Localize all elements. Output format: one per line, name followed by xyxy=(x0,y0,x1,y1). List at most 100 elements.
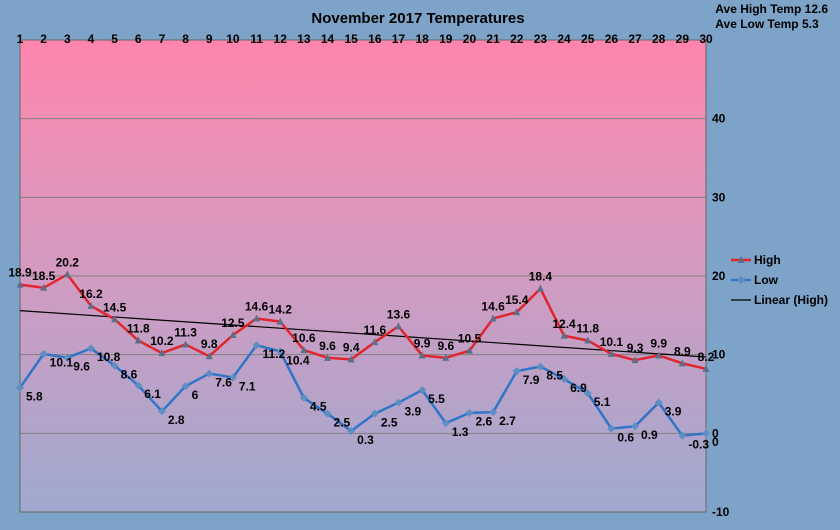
low-data-label: 7.6 xyxy=(215,375,232,389)
high-point xyxy=(655,351,663,359)
low-data-label: 0.3 xyxy=(357,433,374,447)
x-tick-label: 30 xyxy=(699,32,713,46)
low-data-label: 6 xyxy=(192,388,199,402)
trendline-high xyxy=(19,310,707,358)
x-tick-label: 28 xyxy=(652,32,666,46)
high-point xyxy=(276,317,284,325)
high-point xyxy=(229,331,237,338)
high-data-label: 12.4 xyxy=(552,317,576,331)
ave-low-temp: Ave Low Temp 5.3 xyxy=(715,17,819,31)
x-tick-label: 1 xyxy=(17,32,24,46)
high-point xyxy=(182,340,190,348)
low-data-label: 2.8 xyxy=(168,413,185,427)
high-point xyxy=(371,338,379,346)
low-data-label: 5.8 xyxy=(26,390,43,404)
series-line-low xyxy=(18,343,707,437)
x-tick-label: 23 xyxy=(534,32,548,46)
high-data-label: 9.9 xyxy=(414,336,431,350)
low-point xyxy=(394,398,403,407)
low-data-label: 8.6 xyxy=(121,367,138,381)
low-point xyxy=(512,367,521,376)
high-point xyxy=(442,353,450,361)
low-point xyxy=(347,426,356,435)
high-data-label: 10.1 xyxy=(600,335,624,349)
high-data-label: 8.9 xyxy=(674,344,691,358)
legend-label: High xyxy=(754,253,781,267)
legend-label: Low xyxy=(754,273,779,287)
low-data-label: -0.3 xyxy=(688,437,709,451)
low-point xyxy=(86,344,95,353)
low-point xyxy=(323,409,332,418)
high-data-label: 10.5 xyxy=(458,332,482,346)
low-point xyxy=(489,408,498,417)
high-data-label: 14.5 xyxy=(103,300,127,314)
low-data-label: 0 xyxy=(712,435,719,449)
x-tick-label: 25 xyxy=(581,32,595,46)
high-data-label: 14.6 xyxy=(245,299,269,313)
series-line-high xyxy=(19,273,707,371)
x-tick-label: 11 xyxy=(250,32,263,46)
low-point xyxy=(631,422,640,431)
low-point xyxy=(157,407,166,416)
x-tick-label: 3 xyxy=(64,32,71,46)
x-tick-label: 14 xyxy=(321,32,335,46)
y-tick-label: 40 xyxy=(712,112,726,126)
low-point xyxy=(536,362,545,371)
low-point xyxy=(181,382,190,391)
high-point xyxy=(300,345,308,353)
high-point xyxy=(536,284,544,292)
low-point xyxy=(16,383,24,392)
high-data-label: 12.5 xyxy=(221,316,245,330)
low-data-label: 0.6 xyxy=(617,430,634,444)
low-point xyxy=(63,353,72,362)
x-tick-label: 6 xyxy=(135,32,142,46)
low-point xyxy=(560,375,569,384)
x-tick-label: 9 xyxy=(206,32,213,46)
low-data-label: 9.6 xyxy=(73,360,90,374)
low-point xyxy=(39,349,48,358)
high-data-label: 16.2 xyxy=(79,287,103,301)
x-tick-label: 20 xyxy=(463,32,477,46)
x-tick-label: 10 xyxy=(226,32,240,46)
high-data-label: 14.2 xyxy=(269,303,293,317)
low-data-label: 6.9 xyxy=(570,381,587,395)
low-point xyxy=(678,431,687,440)
high-point xyxy=(253,314,261,322)
x-tick-label: 16 xyxy=(368,32,382,46)
high-point xyxy=(513,308,521,316)
x-tick-label: 8 xyxy=(182,32,189,46)
low-data-label: 3.9 xyxy=(665,404,682,418)
high-data-label: 10.6 xyxy=(292,331,316,345)
y-tick-label: 0 xyxy=(712,426,719,440)
high-data-label: 9.8 xyxy=(201,337,218,351)
high-point xyxy=(205,352,213,360)
y-tick-label: 30 xyxy=(712,190,726,204)
chart-title: November 2017 Temperatures xyxy=(311,10,524,27)
high-point xyxy=(678,359,686,367)
x-tick-label: 19 xyxy=(439,32,453,46)
high-point xyxy=(418,351,426,359)
high-point xyxy=(560,331,568,339)
low-data-label: 11.2 xyxy=(263,347,286,361)
high-data-label: 9.9 xyxy=(650,336,667,350)
legend-marker xyxy=(737,256,745,263)
low-data-label: 4.5 xyxy=(310,400,327,414)
x-tick-label: 5 xyxy=(111,32,118,46)
low-point xyxy=(441,419,450,428)
low-data-label: 2.5 xyxy=(381,415,398,429)
low-data-label: 2.5 xyxy=(334,415,351,429)
low-point xyxy=(702,429,710,438)
legend-label: Linear (High) xyxy=(754,293,828,307)
low-data-label: 3.9 xyxy=(404,404,421,418)
low-data-label: 10.4 xyxy=(286,353,310,367)
legend: High Low Linear (High) xyxy=(731,253,828,307)
high-data-label: 10.2 xyxy=(150,334,174,348)
low-point xyxy=(583,389,592,398)
x-tick-label: 29 xyxy=(676,32,690,46)
y-tick-label: 10 xyxy=(712,348,726,362)
x-tick-label: 26 xyxy=(605,32,619,46)
high-data-label: 20.2 xyxy=(56,255,80,269)
ave-high-temp: Ave High Temp 12.6 xyxy=(715,2,828,16)
high-point xyxy=(489,314,497,322)
